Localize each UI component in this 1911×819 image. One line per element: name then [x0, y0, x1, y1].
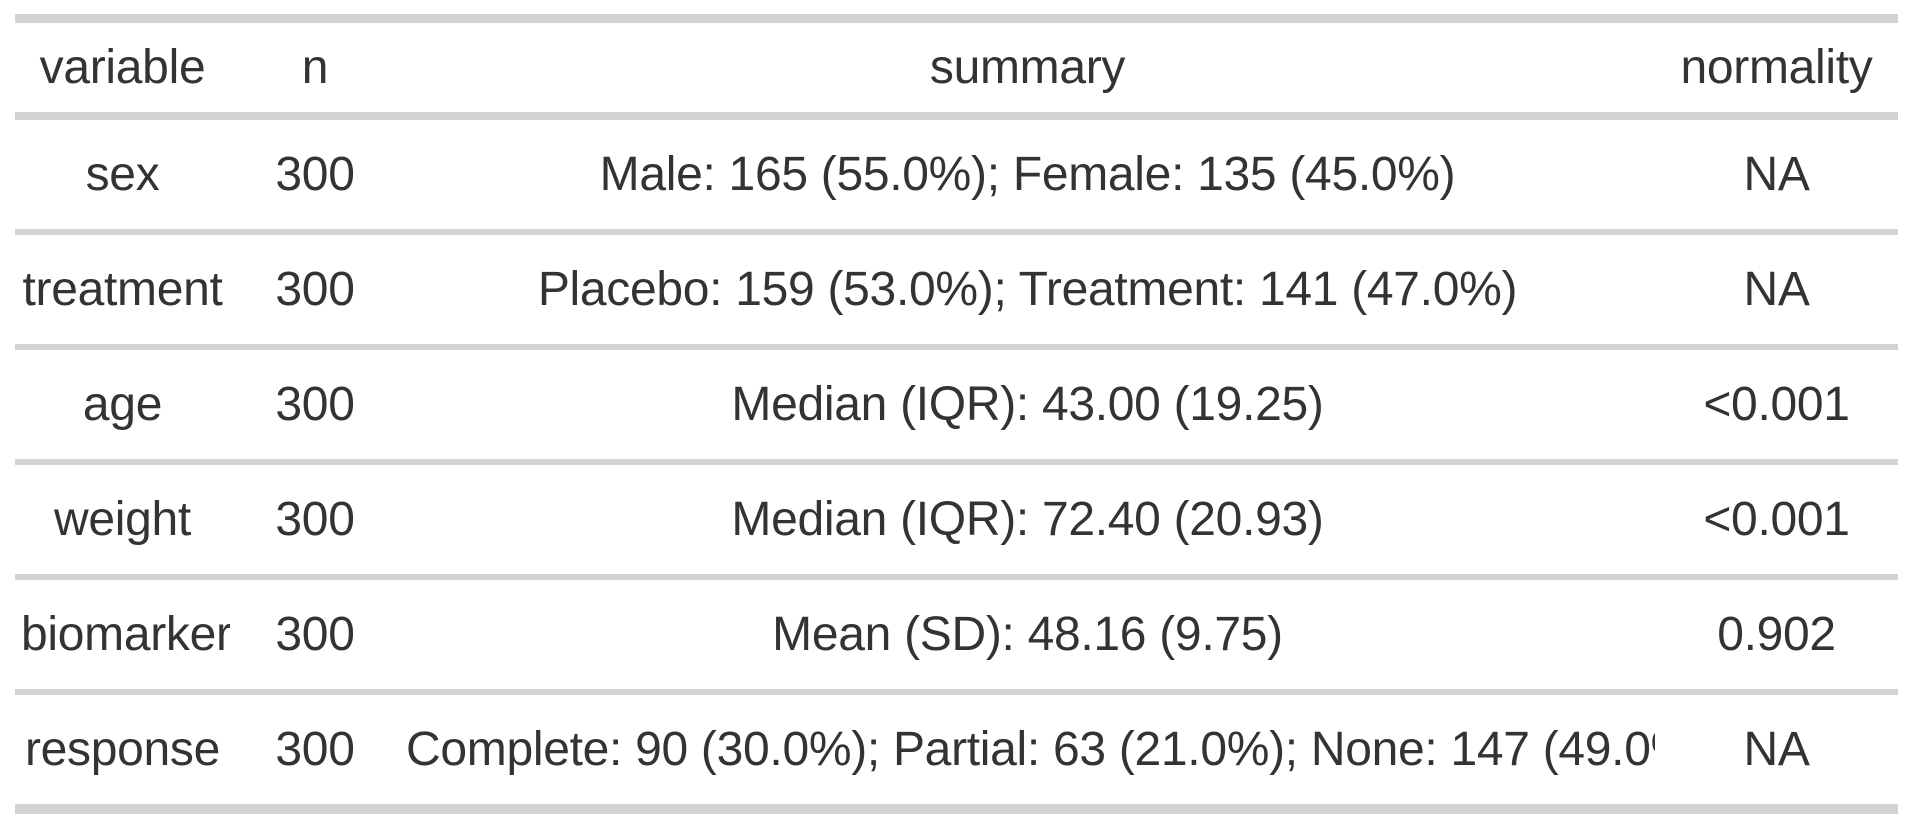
cell-n: 300	[230, 459, 400, 577]
cell-n: 300	[230, 574, 400, 692]
cell-variable: age	[15, 344, 230, 462]
cell-variable: weight	[15, 459, 230, 577]
header-row: variable n summary normality	[15, 18, 1898, 120]
cell-n: 300	[275, 148, 355, 201]
cell-normality: NA	[1655, 689, 1898, 809]
table-row-response: response 300 Complete: 90 (30.0%); Parti…	[15, 689, 1898, 809]
column-header-n: n	[230, 18, 400, 120]
cell-n: 300	[230, 344, 400, 462]
table-row-sex: sex 300 Male: 165 (55.0%); Female: 135 (…	[15, 116, 1898, 232]
table-row-weight: weight 300 Median (IQR): 72.40 (20.93) <…	[15, 459, 1898, 577]
cell-summary: Mean (SD): 48.16 (9.75)	[400, 574, 1655, 692]
table-row-biomarker: biomarker 300 Mean (SD): 48.16 (9.75) 0.…	[15, 574, 1898, 692]
table-row-age: age 300 Median (IQR): 43.00 (19.25) <0.0…	[15, 344, 1898, 462]
column-header-summary: summary	[400, 18, 1655, 120]
cell-n: 300	[230, 229, 400, 347]
variable-summary-table: variable n summary normality sex 300 Mal…	[15, 14, 1898, 814]
cell-n: 300	[230, 689, 400, 809]
cell-normality: 0.902	[1655, 574, 1898, 692]
table-header: variable n summary normality	[15, 18, 1898, 120]
table-row-treatment: treatment 300 Placebo: 159 (53.0%); Trea…	[15, 229, 1898, 347]
cell-variable: biomarker	[15, 574, 230, 692]
cell-variable: treatment	[15, 229, 230, 347]
column-header-variable: variable	[15, 18, 230, 120]
cell-summary: Median (IQR): 72.40 (20.93)	[400, 459, 1655, 577]
cell-summary: Male: 165 (55.0%); Female: 135 (45.0%)	[599, 148, 1456, 201]
cell-summary: Placebo: 159 (53.0%); Treatment: 141 (47…	[400, 229, 1655, 347]
cell-normality: <0.001	[1655, 344, 1898, 462]
cell-variable: response	[15, 689, 230, 809]
cell-normality: NA	[1655, 229, 1898, 347]
cell-normality: NA	[1743, 148, 1810, 201]
cell-summary: Median (IQR): 43.00 (19.25)	[400, 344, 1655, 462]
cell-variable: sex	[85, 148, 160, 201]
column-header-normality: normality	[1655, 18, 1898, 120]
table-body: sex 300 Male: 165 (55.0%); Female: 135 (…	[15, 116, 1898, 809]
cell-normality: <0.001	[1655, 459, 1898, 577]
cell-summary: Complete: 90 (30.0%); Partial: 63 (21.0%…	[400, 689, 1655, 809]
